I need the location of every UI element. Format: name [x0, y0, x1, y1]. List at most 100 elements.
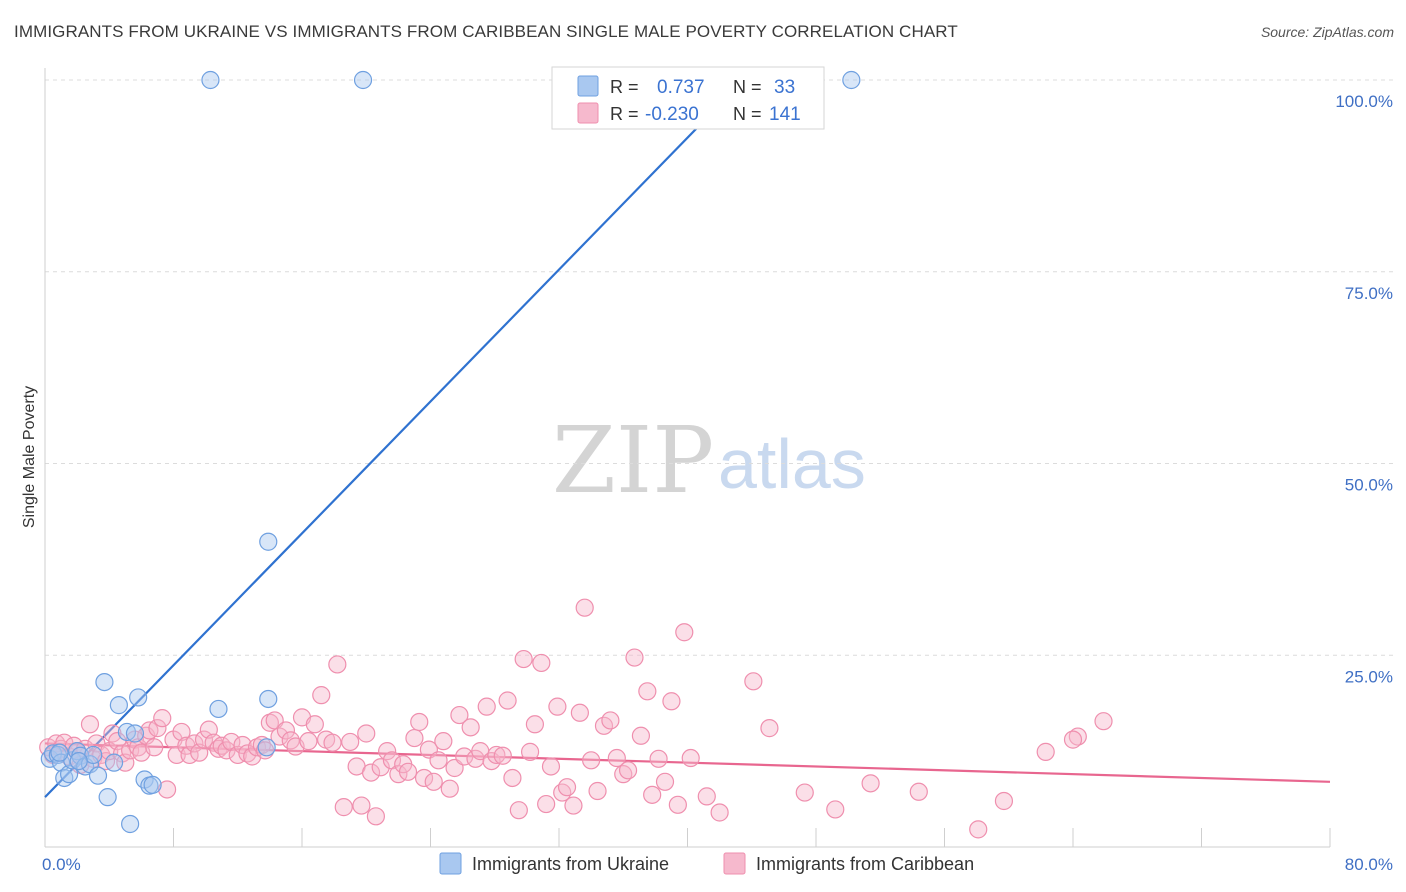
- bottom-legend-swatch-caribbean: [723, 852, 746, 875]
- chart-title: IMMIGRANTS FROM UKRAINE VS IMMIGRANTS FR…: [14, 22, 958, 41]
- legend-r-label-ukraine: R =: [610, 77, 639, 97]
- caribbean-point: [582, 751, 601, 770]
- caribbean-point: [172, 722, 191, 742]
- caribbean-point: [548, 697, 567, 716]
- caribbean-point: [631, 726, 651, 745]
- source-credit: Source: ZipAtlas.com: [1260, 24, 1394, 40]
- caribbean-point: [371, 758, 390, 777]
- caribbean-point: [1068, 727, 1087, 746]
- grid-lines: [45, 79, 1395, 656]
- ukraine-point: [353, 70, 373, 90]
- ukraine-point: [104, 753, 124, 772]
- caribbean-point: [276, 721, 296, 740]
- caribbean-point: [260, 713, 279, 732]
- caribbean-point: [487, 745, 506, 765]
- caribbean-point: [217, 741, 236, 760]
- caribbean-point: [564, 796, 583, 815]
- caribbean-point: [378, 742, 397, 761]
- caribbean-point: [861, 774, 880, 793]
- caribbean-point: [357, 724, 376, 743]
- y-tick-label: 100.0%: [1335, 92, 1393, 111]
- caribbean-point: [710, 803, 729, 822]
- caribbean-point: [537, 794, 556, 814]
- y-axis-label: Single Male Poverty: [21, 386, 38, 528]
- caribbean-point: [482, 751, 501, 771]
- caribbean-point: [157, 780, 177, 799]
- caribbean-point: [498, 691, 517, 710]
- legend-r-label-caribbean: R =: [610, 104, 639, 124]
- caribbean-point: [697, 787, 716, 806]
- ukraine-point: [143, 775, 162, 794]
- caribbean-point: [541, 757, 561, 776]
- caribbean-point: [557, 778, 577, 797]
- caribbean-point: [675, 623, 694, 642]
- caribbean-point: [625, 648, 644, 667]
- caribbean-point: [570, 703, 589, 722]
- data-points: [39, 70, 1113, 839]
- caribbean-point: [366, 807, 385, 826]
- caribbean-point: [305, 715, 324, 734]
- watermark-zip: ZIP: [552, 407, 714, 514]
- caribbean-point: [655, 772, 675, 791]
- ukraine-point: [95, 672, 114, 692]
- caribbean-point: [553, 783, 572, 802]
- caribbean-point: [525, 715, 545, 734]
- caribbean-point: [167, 745, 186, 765]
- caribbean-point: [826, 800, 845, 819]
- ukraine-trend-line: [44, 79, 745, 798]
- caribbean-point: [643, 785, 662, 804]
- caribbean-point: [148, 719, 167, 738]
- ukraine-point: [98, 788, 117, 807]
- caribbean-point: [1094, 712, 1113, 731]
- caribbean-point: [424, 772, 443, 791]
- ukraine-point: [88, 766, 108, 785]
- caribbean-point: [238, 744, 257, 763]
- caribbean-point: [450, 705, 469, 725]
- caribbean-point: [434, 732, 453, 751]
- ukraine-point: [121, 814, 140, 834]
- caribbean-point: [607, 748, 626, 768]
- caribbean-point: [455, 747, 474, 766]
- caribbean-point: [493, 746, 512, 765]
- caribbean-point: [532, 653, 551, 673]
- caribbean-point: [588, 781, 607, 801]
- caribbean-point: [668, 795, 687, 814]
- series-legend: Immigrants from Ukraine Immigrants from …: [439, 852, 974, 875]
- legend-r-value-caribbean: -0.230: [645, 104, 699, 125]
- caribbean-point: [503, 768, 522, 788]
- caribbean-point: [638, 682, 657, 701]
- caribbean-point: [252, 735, 271, 755]
- caribbean-point: [352, 796, 371, 815]
- caribbean-point: [514, 649, 533, 669]
- caribbean-point: [414, 768, 434, 788]
- caribbean-point: [760, 719, 779, 738]
- caribbean-point: [662, 692, 681, 711]
- caribbean-point: [185, 734, 204, 753]
- correlation-legend: R = 0.737 N = 33 R = -0.230 N = 141: [551, 66, 825, 130]
- caribbean-point: [328, 655, 347, 674]
- legend-n-label-ukraine: N =: [733, 77, 762, 97]
- y-tick-label: 50.0%: [1345, 476, 1393, 495]
- caribbean-point: [398, 762, 418, 781]
- caribbean-point: [334, 798, 353, 817]
- ukraine-point: [257, 738, 276, 757]
- ukraine-point: [109, 696, 128, 715]
- legend-swatch-caribbean: [577, 102, 599, 124]
- legend-n-value-caribbean: 141: [769, 104, 801, 125]
- x-tick-label-min: 0.0%: [42, 855, 81, 874]
- caribbean-point: [575, 598, 594, 617]
- caribbean-point: [145, 738, 164, 757]
- caribbean-point: [410, 712, 429, 732]
- y-tick-label: 25.0%: [1345, 667, 1393, 686]
- caribbean-point: [601, 711, 620, 730]
- caribbean-point: [405, 728, 424, 748]
- ukraine-point: [59, 765, 79, 784]
- legend-n-label-caribbean: N =: [733, 104, 762, 124]
- caribbean-point: [681, 748, 700, 768]
- caribbean-point: [323, 733, 342, 752]
- caribbean-point: [509, 801, 528, 820]
- legend-n-value-ukraine: 33: [774, 77, 795, 98]
- caribbean-point: [153, 709, 172, 728]
- trend-lines: [44, 79, 1331, 798]
